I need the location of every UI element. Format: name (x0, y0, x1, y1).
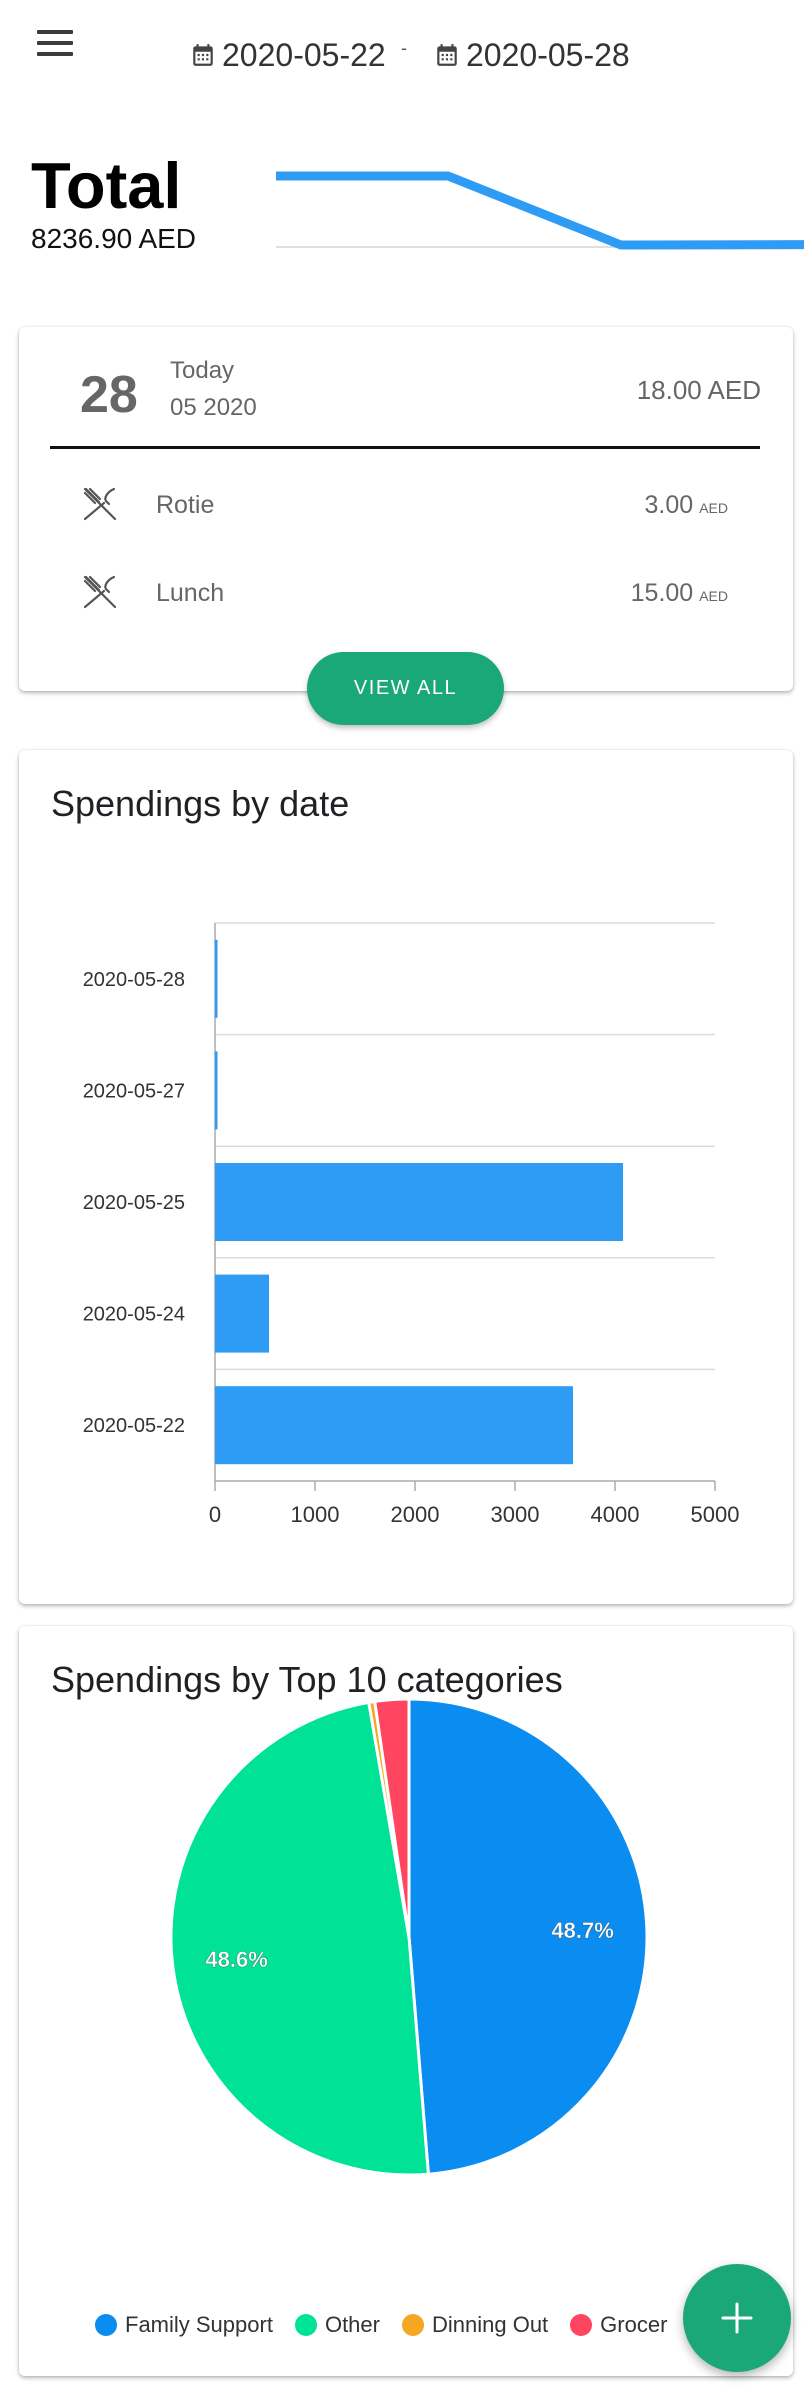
x-tick-label: 1000 (291, 1502, 340, 1527)
total-amount: 8236.90 AED (31, 223, 197, 254)
y-tick-label: 2020-05-25 (83, 1192, 185, 1214)
x-tick-label: 5000 (691, 1502, 740, 1527)
spendings-by-date-chart: 2020-05-28 2020-05-27 2020-05-25 2020-05-24… (83, 922, 740, 1527)
chart-legend: Family Support Other Dinning Out Grocer (95, 2308, 685, 2342)
y-tick-label: 2020-05-24 (83, 1304, 185, 1326)
pie-data-label: 48.7% (551, 1918, 613, 1943)
sparkline-line (276, 171, 804, 250)
menu-icon (37, 30, 73, 34)
expense-amount: 3.00 AED (644, 491, 728, 519)
bar-2020-05-28 (215, 939, 218, 1018)
legend-marker (570, 2314, 593, 2336)
y-tick-label: 2020-05-27 (83, 1080, 185, 1102)
expense-item[interactable]: Lunch 15.00 AED (50, 558, 760, 628)
start-date: 2020-05-22 (222, 36, 386, 73)
expense-item[interactable]: Rotie 3.00 AED (50, 470, 760, 540)
day-month-year: 05 2020 (170, 394, 257, 421)
plus-icon (721, 2302, 753, 2334)
end-date: 2020-05-28 (466, 36, 630, 73)
pie-slice-groceries (373, 1697, 411, 1938)
expense-name: Lunch (156, 579, 225, 607)
legend-label: Other (324, 2312, 380, 2337)
day-total: 18.00 AED (636, 375, 761, 405)
today-card: 28 Today 05 2020 18.00 AED Rotie 3.00 AED… (19, 327, 793, 691)
divider (50, 446, 760, 449)
start-date-picker[interactable]: 2020-05-22 (190, 30, 386, 80)
cutlery-icon (83, 575, 117, 609)
spendings-by-category-chart: 48.7% 48.6% (169, 1697, 649, 2177)
x-tick-label: 2000 (391, 1502, 440, 1527)
expense-name: Rotie (156, 491, 215, 519)
bar-2020-05-25 (215, 1163, 623, 1241)
y-tick-label: 2020-05-22 (83, 1415, 185, 1437)
card-title: Spendings by date (51, 783, 350, 824)
legend-marker (95, 2314, 117, 2336)
calendar-icon (193, 44, 213, 66)
bar-2020-05-24 (215, 1274, 269, 1353)
add-expense-button[interactable] (683, 2264, 791, 2372)
legend-label: Family Support (125, 2312, 273, 2337)
day-label: Today (170, 357, 235, 384)
menu-button[interactable] (22, 20, 90, 88)
view-all-button[interactable]: VIEW ALL (307, 652, 504, 725)
x-tick-label: 4000 (591, 1502, 640, 1527)
pie-data-label: 48.6% (205, 1947, 267, 1972)
cutlery-icon (83, 487, 117, 521)
legend-item[interactable]: Family Support (95, 2312, 273, 2338)
day-number: 28 (80, 366, 138, 424)
bar-2020-05-27 (215, 1051, 218, 1130)
legend-marker (294, 2314, 317, 2336)
calendar-icon (437, 44, 457, 66)
legend-item[interactable]: Other (294, 2312, 380, 2338)
pie-slice-family-support (407, 1697, 649, 2176)
x-tick-label: 0 (209, 1502, 221, 1527)
legend-marker (401, 2314, 424, 2336)
legend-label: Grocer (600, 2312, 668, 2337)
legend-item[interactable]: Grocer (570, 2312, 667, 2338)
expense-amount: 15.00 AED (630, 579, 728, 607)
total-trend-sparkline (276, 171, 804, 250)
x-tick-label: 3000 (491, 1502, 540, 1527)
y-tick-label: 2020-05-28 (83, 969, 185, 991)
date-separator: - (401, 38, 407, 58)
legend-label: Dinning Out (431, 2312, 549, 2337)
total-title: Total (31, 149, 182, 222)
pie-slice-other (169, 1700, 431, 2177)
card-title: Spendings by Top 10 categories (51, 1659, 563, 1700)
bar-2020-05-22 (215, 1386, 573, 1465)
legend-item[interactable]: Dinning Out (401, 2312, 549, 2338)
end-date-picker[interactable]: 2020-05-28 (434, 30, 630, 80)
